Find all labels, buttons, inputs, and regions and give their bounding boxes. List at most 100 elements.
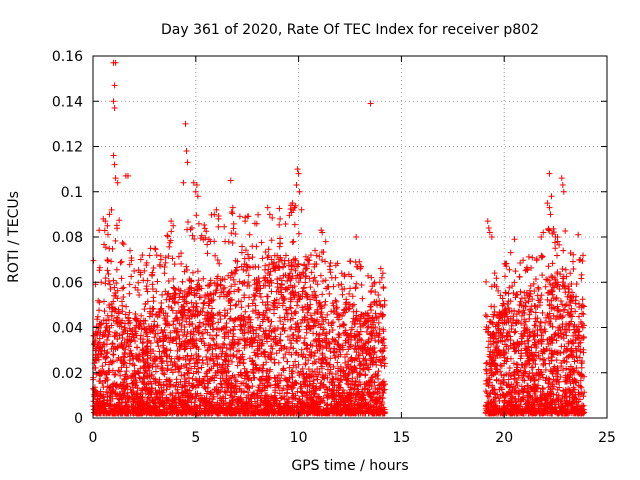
data-point xyxy=(153,311,160,318)
data-point xyxy=(183,343,190,350)
data-point xyxy=(141,370,148,377)
data-point xyxy=(132,338,139,345)
data-point xyxy=(144,374,151,381)
data-point xyxy=(229,210,236,217)
data-point xyxy=(145,394,152,401)
data-point xyxy=(316,331,323,338)
data-point xyxy=(103,323,110,330)
data-point xyxy=(145,364,152,371)
data-point xyxy=(200,320,207,327)
data-point xyxy=(161,270,168,277)
data-point xyxy=(262,249,269,256)
data-point xyxy=(238,304,245,311)
data-point xyxy=(108,313,115,320)
data-point xyxy=(511,329,518,336)
data-point xyxy=(353,308,360,315)
data-point xyxy=(512,268,519,275)
data-point xyxy=(135,279,142,286)
data-point xyxy=(164,321,171,328)
data-point xyxy=(216,293,223,300)
data-point xyxy=(94,316,101,323)
data-point xyxy=(257,325,264,332)
data-point xyxy=(109,245,116,252)
data-point xyxy=(128,273,135,280)
data-point xyxy=(95,297,102,304)
data-point xyxy=(197,405,204,412)
data-point xyxy=(359,295,366,302)
data-point xyxy=(156,376,163,383)
data-point xyxy=(520,257,527,264)
data-point xyxy=(100,341,107,348)
data-point xyxy=(167,347,174,354)
data-point xyxy=(258,239,265,246)
data-point xyxy=(201,384,208,391)
data-point xyxy=(195,277,202,284)
data-point xyxy=(176,346,183,353)
data-point xyxy=(97,388,104,395)
data-point xyxy=(192,395,199,402)
data-point xyxy=(171,359,178,366)
data-point xyxy=(138,397,145,404)
data-point xyxy=(127,319,134,326)
data-point xyxy=(105,270,112,277)
data-point xyxy=(125,406,132,413)
data-point xyxy=(93,356,100,363)
data-point xyxy=(117,381,124,388)
data-point xyxy=(130,355,137,362)
data-point xyxy=(113,222,120,229)
data-point xyxy=(245,213,252,220)
data-point xyxy=(124,382,131,389)
data-point xyxy=(179,317,186,324)
data-point xyxy=(320,248,327,255)
data-point xyxy=(154,278,161,285)
data-point xyxy=(115,395,122,402)
data-point xyxy=(131,362,138,369)
data-point xyxy=(154,330,161,337)
data-point xyxy=(335,331,342,338)
data-point xyxy=(104,231,111,238)
data-point xyxy=(162,254,169,261)
data-point xyxy=(141,267,148,274)
data-point xyxy=(163,334,170,341)
data-point xyxy=(137,394,144,401)
data-point xyxy=(109,367,116,374)
data-point xyxy=(124,392,131,399)
data-point xyxy=(166,243,173,250)
data-point xyxy=(506,266,513,273)
data-point xyxy=(135,398,142,405)
data-point xyxy=(178,250,185,257)
data-point xyxy=(529,356,536,363)
data-point xyxy=(184,339,191,346)
data-point xyxy=(246,231,253,238)
data-point xyxy=(322,238,329,245)
data-point xyxy=(134,389,141,396)
data-point xyxy=(171,261,178,268)
data-point xyxy=(111,284,118,291)
data-point xyxy=(113,266,120,273)
data-point xyxy=(115,309,122,316)
data-point xyxy=(126,325,133,332)
data-point xyxy=(114,357,121,364)
data-point xyxy=(129,361,136,368)
data-point xyxy=(188,399,195,406)
data-point xyxy=(144,400,151,407)
data-point xyxy=(326,290,333,297)
data-point xyxy=(112,390,119,397)
data-point xyxy=(178,362,185,369)
data-point xyxy=(167,391,174,398)
chart-title: Day 361 of 2020, Rate Of TEC Index for r… xyxy=(161,22,539,38)
data-point xyxy=(259,299,266,306)
data-points xyxy=(90,59,588,417)
data-point xyxy=(303,272,310,279)
data-point xyxy=(151,400,158,407)
data-point xyxy=(279,366,286,373)
data-point xyxy=(126,309,133,316)
data-point xyxy=(198,364,205,371)
data-point xyxy=(175,410,182,417)
data-point xyxy=(164,233,171,240)
data-point xyxy=(117,259,124,266)
data-point xyxy=(107,285,114,292)
data-point xyxy=(201,222,208,229)
data-point xyxy=(119,285,126,292)
data-point xyxy=(380,284,387,291)
